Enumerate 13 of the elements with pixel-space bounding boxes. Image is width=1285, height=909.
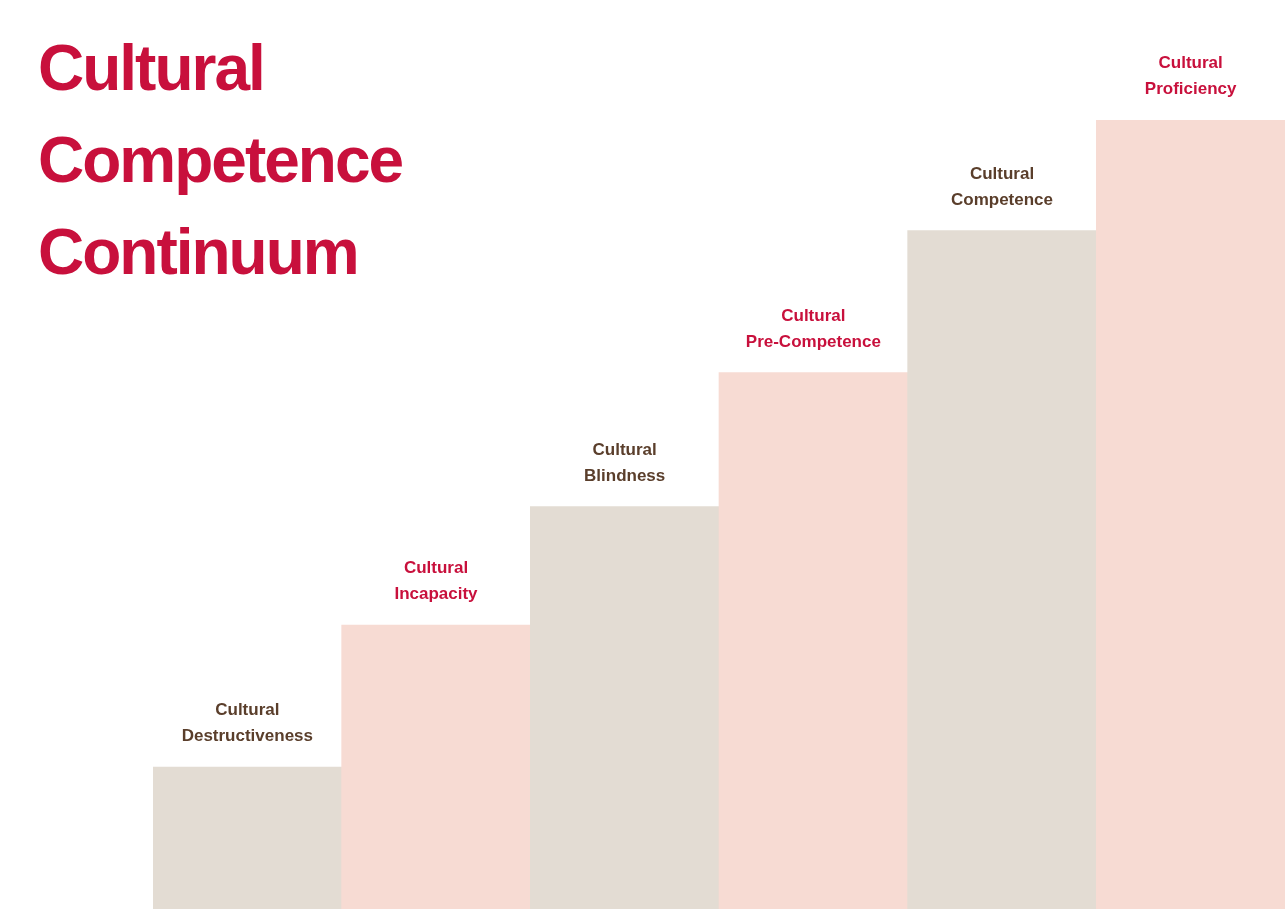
x-tick-label: Cultural Destructiveness [181,700,314,746]
x-tick-label: Cultural Blindness [584,439,666,485]
bar [341,624,531,909]
bar [153,766,342,909]
bar [530,506,720,909]
x-tick-label: Cultural Competence [950,163,1054,209]
bar [907,230,1097,909]
x-tick-label: Cultural Incapacity [394,558,479,604]
bar [718,372,908,909]
x-tick-label: Cultural Pre-Competence [745,305,881,351]
bar [1096,120,1285,909]
chart-title: Cultural Competence Continuum [38,31,404,290]
x-tick-label: Cultural Proficiency [1144,53,1238,99]
